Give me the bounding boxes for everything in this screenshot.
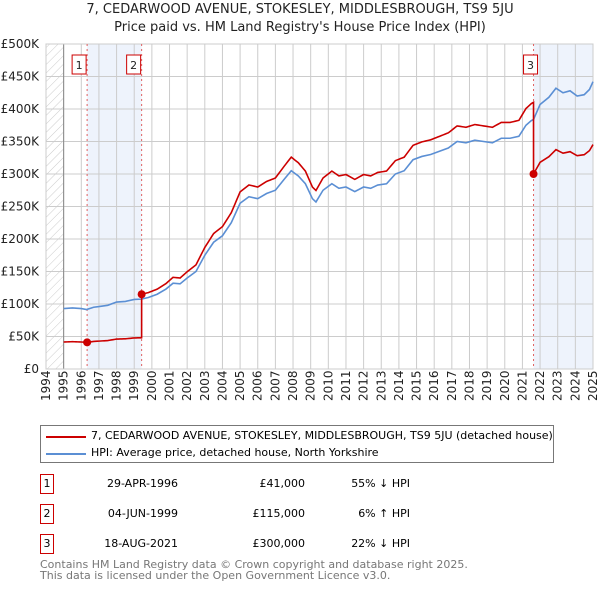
x-tick-label: 2001 <box>163 370 177 401</box>
x-tick-label: 2009 <box>304 370 318 401</box>
sale-date: 18-AUG-2021 <box>104 537 178 550</box>
legend-label-price: 7, CEDARWOOD AVENUE, STOKESLEY, MIDDLESB… <box>91 429 553 442</box>
y-tick-label: £400K <box>1 102 41 116</box>
x-tick-label: 2004 <box>215 370 229 401</box>
sale-hpi-diff: 55% ↓ HPI <box>351 477 410 490</box>
y-tick-label: £100K <box>1 297 41 311</box>
x-tick-label: 2003 <box>198 370 212 401</box>
x-tick-label: 1998 <box>110 370 124 401</box>
x-tick-label: 1997 <box>92 370 106 401</box>
y-tick-label: £200K <box>1 232 41 246</box>
x-tick-label: 2017 <box>445 370 459 401</box>
sale-price: £115,000 <box>252 507 306 520</box>
x-tick-label: 2018 <box>462 370 476 401</box>
y-tick-label: £250K <box>1 200 41 214</box>
legend-label-hpi: HPI: Average price, detached house, Nort… <box>91 446 379 459</box>
price-line <box>63 100 594 344</box>
x-tick-label: 2019 <box>480 370 494 401</box>
plot-border <box>45 43 594 370</box>
sale-date: 04-JUN-1999 <box>107 507 178 520</box>
sale-price: £41,000 <box>259 477 306 490</box>
sale-label: 1 <box>76 59 83 72</box>
sale-marker-badge: 2 <box>40 504 54 524</box>
sale-label-box <box>523 54 539 75</box>
y-tick-label: £350K <box>1 135 41 149</box>
sale-label-box <box>71 54 87 75</box>
chart-subtitle: Price paid vs. HM Land Registry's House … <box>114 20 486 35</box>
x-tick-label: 2000 <box>145 370 159 401</box>
y-tick-label: £50K <box>8 330 40 344</box>
footer-line-1: Contains HM Land Registry data © Crown c… <box>40 558 468 571</box>
sale-marker-badge: 1 <box>40 474 54 494</box>
x-tick-label: 2002 <box>180 370 194 401</box>
x-tick-label: 2021 <box>515 370 529 401</box>
x-tick-label: 2015 <box>410 370 424 401</box>
sale-label: 3 <box>527 59 534 72</box>
x-tick-label: 2011 <box>339 370 353 401</box>
x-tick-label: 2005 <box>233 370 247 401</box>
sale-label: 2 <box>130 59 137 72</box>
sale-hpi-diff: 6% ↑ HPI <box>358 507 410 520</box>
x-tick-label: 1999 <box>127 370 141 401</box>
legend-swatch-hpi <box>46 453 86 455</box>
y-tick-label: £450K <box>1 70 41 84</box>
x-tick-label: 2006 <box>251 370 265 401</box>
y-tick-label: £150K <box>1 265 41 279</box>
x-tick-label: 2013 <box>374 370 388 401</box>
sale-point <box>529 170 538 178</box>
sale-label-box <box>126 54 142 75</box>
x-tick-label: 2023 <box>551 370 565 401</box>
y-tick-label: £500K <box>1 37 41 51</box>
sale-row: 3 18-AUG-2021 £300,000 22% ↓ HPI <box>40 534 440 554</box>
x-tick-label: 2007 <box>268 370 282 401</box>
legend: 7, CEDARWOOD AVENUE, STOKESLEY, MIDDLESB… <box>40 425 554 463</box>
sale-row: 2 04-JUN-1999 £115,000 6% ↑ HPI <box>40 504 440 524</box>
chart-title: 7, CEDARWOOD AVENUE, STOKESLEY, MIDDLESB… <box>86 2 514 17</box>
x-tick-label: 2016 <box>427 370 441 401</box>
sale-point <box>83 338 92 347</box>
x-tick-label: 1995 <box>57 370 71 401</box>
y-tick-label: £0 <box>24 362 39 376</box>
x-tick-label: 2022 <box>533 370 547 401</box>
x-tick-label: 2025 <box>586 370 600 401</box>
sale-row: 1 29-APR-1996 £41,000 55% ↓ HPI <box>40 474 440 494</box>
x-tick-label: 2020 <box>498 370 512 401</box>
x-tick-label: 2024 <box>568 370 582 401</box>
x-tick-label: 1996 <box>74 370 88 401</box>
x-tick-label: 2012 <box>357 370 371 401</box>
sale-marker-badge: 3 <box>40 534 54 554</box>
hpi-line <box>63 81 594 311</box>
legend-swatch-price <box>46 436 86 438</box>
sale-price: £300,000 <box>252 537 306 550</box>
sale-date: 29-APR-1996 <box>106 477 178 490</box>
x-tick-label: 1994 <box>39 370 53 401</box>
x-tick-label: 2008 <box>286 370 300 401</box>
footer-line-2: This data is licensed under the Open Gov… <box>40 569 391 582</box>
sale-hpi-diff: 22% ↓ HPI <box>351 537 410 550</box>
y-tick-label: £300K <box>1 167 41 181</box>
plot-area: £0 £50K £100K £150K £200K £250K £300K £350K £400… <box>1 37 600 401</box>
x-tick-label: 2014 <box>392 370 406 401</box>
x-tick-label: 2010 <box>321 370 335 401</box>
sale-point <box>137 290 146 299</box>
